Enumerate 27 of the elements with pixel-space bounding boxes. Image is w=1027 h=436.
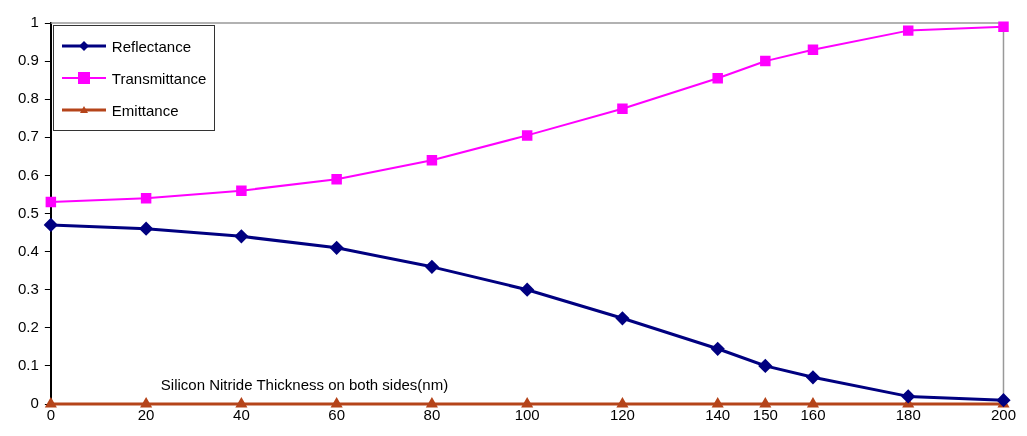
x-tick-label: 60 — [328, 406, 345, 424]
x-tick-label: 0 — [46, 406, 56, 424]
x-tick-label: 80 — [423, 406, 441, 424]
y-tick-label: 0.3 — [17, 279, 39, 297]
y-tick-label: 0.8 — [17, 89, 39, 107]
x-tick-label: 180 — [895, 406, 921, 424]
x-tick-label: 140 — [705, 406, 731, 424]
y-tick-label: 0.6 — [17, 165, 39, 183]
y-tick-label: 0.9 — [17, 51, 39, 69]
x-tick-label: 20 — [137, 406, 155, 424]
y-tick-label: 0.5 — [17, 203, 39, 221]
x-tick-label: 120 — [609, 406, 635, 424]
x-tick-label: 40 — [233, 406, 250, 424]
x-tick-label: 160 — [800, 406, 826, 424]
y-tick-label: 1 — [30, 13, 39, 31]
legend-label: Reflectance — [111, 37, 192, 55]
y-tick-label: 0.1 — [17, 356, 39, 374]
legend-label: Emittance — [111, 101, 179, 119]
y-tick-label: 0 — [30, 394, 39, 412]
y-tick-label: 0.2 — [17, 317, 39, 335]
y-tick-label: 0.4 — [17, 241, 39, 259]
y-tick-label: 0.7 — [17, 127, 39, 145]
x-tick-label: 100 — [514, 406, 540, 424]
x-axis-title: Silicon Nitride Thickness on both sides(nm) — [160, 376, 449, 394]
legend-label: Transmittance — [111, 69, 207, 87]
x-tick-label: 150 — [752, 406, 778, 424]
x-tick-label: 200 — [990, 406, 1016, 424]
